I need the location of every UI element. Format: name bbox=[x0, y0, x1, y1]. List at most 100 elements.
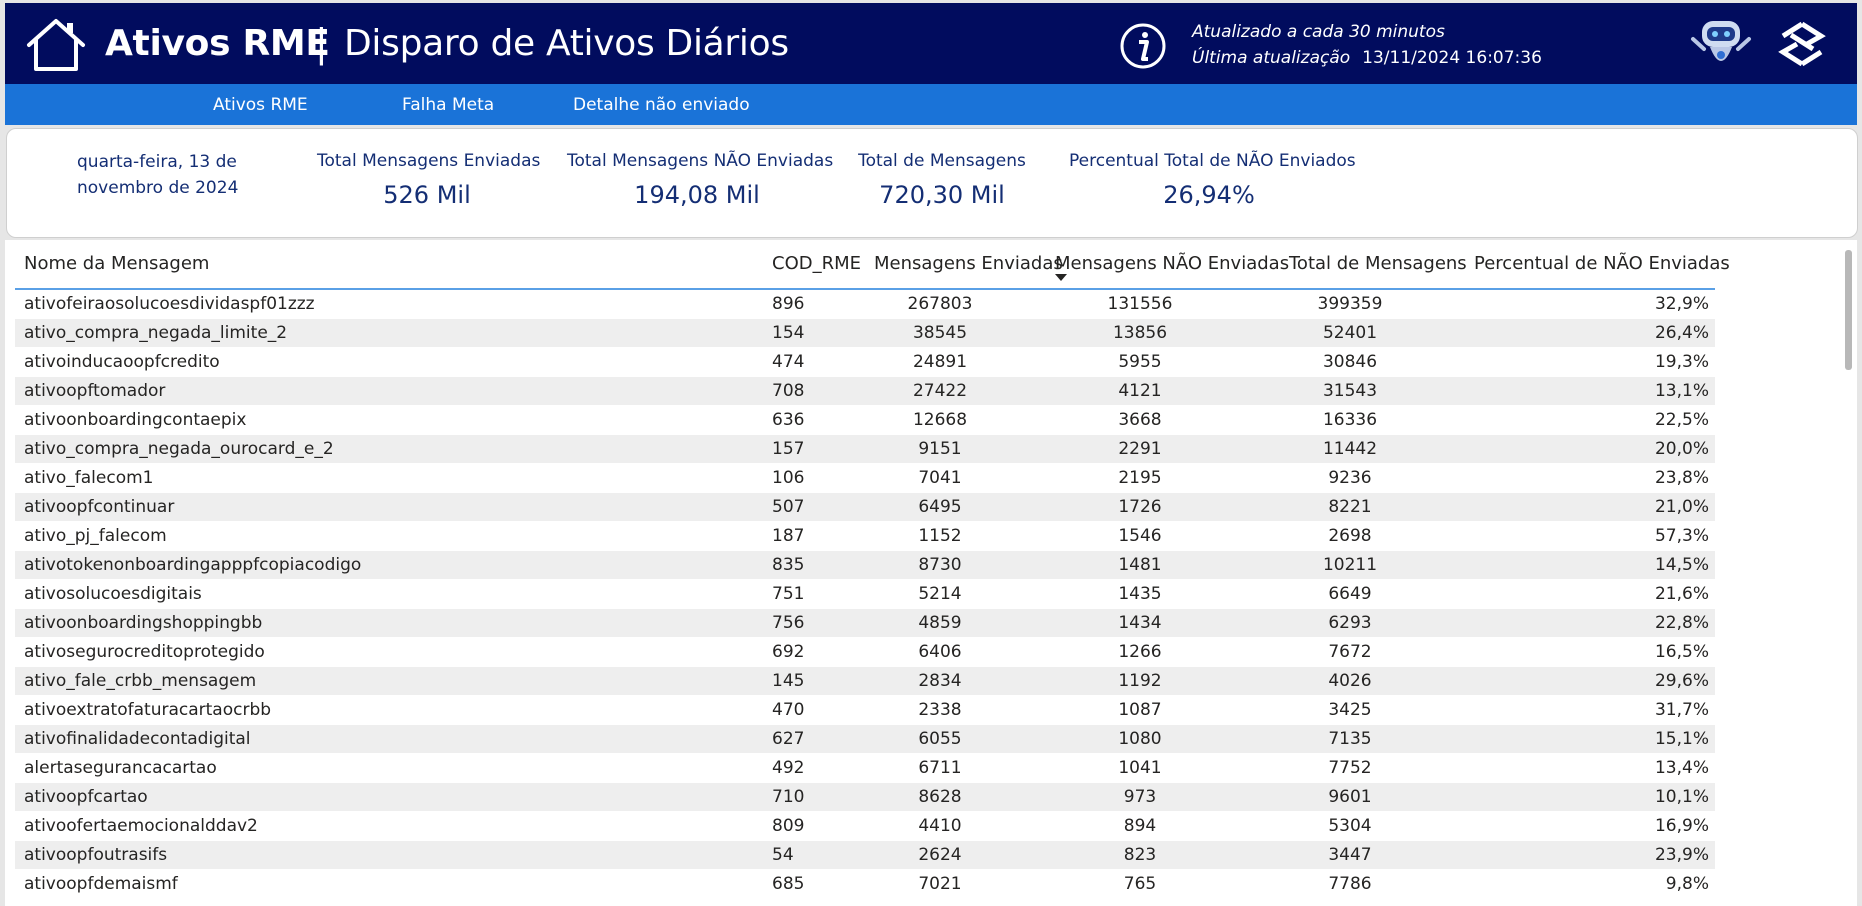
cell-sent: 6055 bbox=[918, 729, 962, 749]
table-row[interactable]: ativotokenonboardingapppfcopiacodigo 835 8… bbox=[15, 551, 1715, 580]
cell-cod-rme: 692 bbox=[772, 642, 805, 662]
column-header-pct-not-sent[interactable]: Percentual de NÃO Enviadas bbox=[1474, 253, 1730, 274]
table-row[interactable]: ativo_compra_negada_limite_2 154 38545 1385… bbox=[15, 319, 1715, 348]
cell-total: 6649 bbox=[1328, 584, 1372, 604]
cell-not-sent: 13856 bbox=[1112, 323, 1168, 343]
cell-sent: 38545 bbox=[912, 323, 968, 343]
table-row[interactable]: ativoopfoutrasifs 54 2624 823 3447 23,9% bbox=[15, 841, 1715, 870]
cell-total: 16336 bbox=[1322, 410, 1378, 430]
table-row[interactable]: ativosolucoesdigitais 751 5214 1435 6649 21,6… bbox=[15, 580, 1715, 609]
cell-sent: 9151 bbox=[918, 439, 962, 459]
update-label: Última atualização bbox=[1192, 48, 1351, 68]
cell-sent: 2834 bbox=[918, 671, 962, 691]
table-row[interactable]: alertasegurancacartao 492 6711 1041 7752 13,4… bbox=[15, 754, 1715, 783]
cell-not-sent: 131556 bbox=[1107, 294, 1173, 314]
cell-cod-rme: 835 bbox=[772, 555, 805, 575]
cell-pct: 13,4% bbox=[1654, 758, 1709, 778]
cell-sent: 27422 bbox=[912, 381, 968, 401]
cell-sent: 4410 bbox=[918, 816, 962, 836]
nav-item-falha-meta[interactable]: Falha Meta bbox=[402, 95, 495, 115]
table-row[interactable]: ativoinducaoopfcredito 474 24891 5955 30846 1… bbox=[15, 348, 1715, 377]
cell-cod-rme: 145 bbox=[772, 671, 805, 691]
vertical-scrollbar[interactable] bbox=[1845, 250, 1852, 370]
cell-name: ativoopftomador bbox=[24, 381, 166, 401]
cell-not-sent: 3668 bbox=[1118, 410, 1162, 430]
cell-cod-rme: 54 bbox=[772, 845, 794, 865]
cell-not-sent: 1481 bbox=[1118, 555, 1162, 575]
table-row[interactable]: ativoopftomador 708 27422 4121 31543 13,1% bbox=[15, 377, 1715, 406]
cell-pct: 15,1% bbox=[1654, 729, 1709, 749]
cell-pct: 57,3% bbox=[1654, 526, 1709, 546]
nav-item-detalhe-nao-enviado[interactable]: Detalhe não enviado bbox=[573, 95, 750, 115]
sort-descending-icon[interactable] bbox=[1055, 274, 1067, 281]
cell-name: ativoonboardingshoppingbb bbox=[24, 613, 263, 633]
messages-table-card: Nome da Mensagem COD_RME Mensagens Envia… bbox=[5, 240, 1857, 906]
cell-total: 3425 bbox=[1328, 700, 1372, 720]
cell-name: alertasegurancacartao bbox=[24, 758, 217, 778]
kpi-not-sent-label: Total Mensagens NÃO Enviadas bbox=[567, 151, 834, 171]
cell-pct: 10,1% bbox=[1654, 787, 1709, 807]
page-title: Ativos RME bbox=[105, 23, 330, 64]
column-header-not-sent[interactable]: Mensagens NÃO Enviadas bbox=[1055, 253, 1290, 274]
table-row[interactable]: ativosegurocreditoprotegido 692 6406 1266 76… bbox=[15, 638, 1715, 667]
table-row[interactable]: ativoopfcartao 710 8628 973 9601 10,1% bbox=[15, 783, 1715, 812]
cell-name: ativoopfcartao bbox=[24, 787, 148, 807]
column-header-total[interactable]: Total de Mensagens bbox=[1289, 253, 1467, 274]
column-header-cod-rme[interactable]: COD_RME bbox=[772, 253, 862, 274]
cell-cod-rme: 507 bbox=[772, 497, 805, 517]
cell-not-sent: 1080 bbox=[1118, 729, 1162, 749]
cell-not-sent: 5955 bbox=[1118, 352, 1162, 372]
cell-total: 7672 bbox=[1328, 642, 1372, 662]
cell-sent: 1152 bbox=[918, 526, 962, 546]
table-row[interactable]: ativofeiraosolucoesdividaspf01zzz 896 2678… bbox=[15, 290, 1715, 319]
table-row[interactable]: ativoonboardingshoppingbb 756 4859 1434 6293… bbox=[15, 609, 1715, 638]
cell-pct: 13,1% bbox=[1654, 381, 1709, 401]
column-header-name[interactable]: Nome da Mensagem bbox=[24, 253, 210, 274]
kpi-total: Total de Mensagens 720,30 Mil bbox=[857, 151, 1027, 209]
table-row[interactable]: ativoopfdemaismf 685 7021 765 7786 9,8% bbox=[15, 870, 1715, 899]
robot-assistant-icon[interactable] bbox=[1688, 17, 1754, 75]
cell-name: ativoextratofaturacartaocrbb bbox=[24, 700, 272, 720]
cell-sent: 7021 bbox=[918, 874, 962, 894]
table-row[interactable]: ativo_pj_falecom 187 1152 1546 2698 57,3% bbox=[15, 522, 1715, 551]
header-bar: Ativos RME | Disparo de Ativos Diários A… bbox=[5, 3, 1857, 84]
home-icon[interactable] bbox=[23, 17, 89, 73]
table-row[interactable]: ativoofertaemocionalddav2 809 4410 894 5304 1… bbox=[15, 812, 1715, 841]
cell-cod-rme: 809 bbox=[772, 816, 805, 836]
navigation-bar: Ativos RME Falha Meta Detalhe não enviad… bbox=[5, 84, 1857, 125]
cell-not-sent: 1041 bbox=[1118, 758, 1162, 778]
cell-total: 5304 bbox=[1328, 816, 1372, 836]
cell-pct: 9,8% bbox=[1665, 874, 1709, 894]
cell-cod-rme: 896 bbox=[772, 294, 805, 314]
table-row[interactable]: ativo_falecom1 106 7041 2195 9236 23,8% bbox=[15, 464, 1715, 493]
table-row[interactable]: ativoextratofaturacartaocrbb 470 2338 1087 3… bbox=[15, 696, 1715, 725]
column-header-sent[interactable]: Mensagens Enviadas bbox=[874, 253, 1063, 274]
cell-name: ativoinducaoopfcredito bbox=[24, 352, 220, 372]
cell-total: 4026 bbox=[1328, 671, 1372, 691]
cell-not-sent: 894 bbox=[1123, 816, 1157, 836]
cell-total: 9236 bbox=[1328, 468, 1372, 488]
cell-name: ativo_pj_falecom bbox=[24, 526, 167, 546]
cell-total: 7786 bbox=[1328, 874, 1372, 894]
cell-pct: 22,8% bbox=[1654, 613, 1709, 633]
cell-pct: 21,6% bbox=[1654, 584, 1709, 604]
cell-pct: 16,9% bbox=[1654, 816, 1709, 836]
table-row[interactable]: ativo_compra_negada_ourocard_e_2 157 9151 2… bbox=[15, 435, 1715, 464]
cell-name: ativo_falecom1 bbox=[24, 468, 154, 488]
cell-not-sent: 765 bbox=[1123, 874, 1157, 894]
report-date: quarta-feira, 13 de novembro de 2024 bbox=[77, 152, 239, 198]
cell-total: 3447 bbox=[1328, 845, 1372, 865]
table-row[interactable]: ativoonboardingcontaepix 636 12668 3668 1633… bbox=[15, 406, 1715, 435]
cell-cod-rme: 708 bbox=[772, 381, 805, 401]
table-row[interactable]: ativofinalidadecontadigital 627 6055 1080 71… bbox=[15, 725, 1715, 754]
cell-sent: 6495 bbox=[918, 497, 962, 517]
cell-cod-rme: 106 bbox=[772, 468, 805, 488]
cell-pct: 19,3% bbox=[1654, 352, 1709, 372]
info-icon[interactable] bbox=[1119, 22, 1167, 70]
nav-item-ativos-rme[interactable]: Ativos RME bbox=[213, 95, 308, 115]
table-row[interactable]: ativoopfcontinuar 507 6495 1726 8221 21,0% bbox=[15, 493, 1715, 522]
cell-not-sent: 973 bbox=[1123, 787, 1157, 807]
kpi-total-label: Total de Mensagens bbox=[858, 151, 1026, 171]
table-row[interactable]: ativo_fale_crbb_mensagem 145 2834 1192 4026 2… bbox=[15, 667, 1715, 696]
cell-pct: 29,6% bbox=[1654, 671, 1709, 691]
